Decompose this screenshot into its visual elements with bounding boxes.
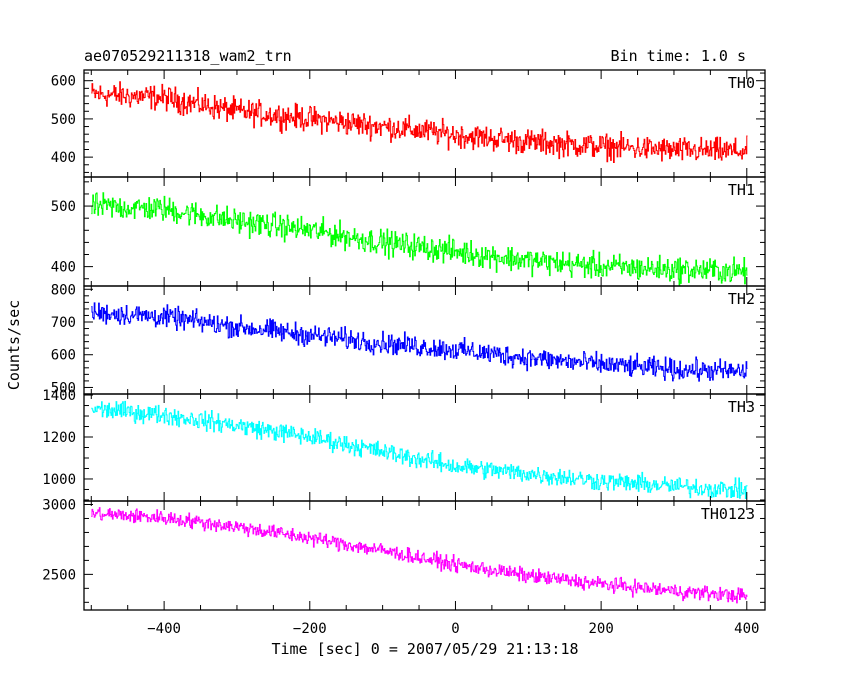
- x-tick-label: 0: [451, 621, 459, 637]
- x-tick-label: −400: [147, 621, 181, 637]
- x-tick-label: 200: [588, 621, 613, 637]
- y-tick-label: 500: [51, 380, 76, 396]
- y-tick-label: 3000: [42, 497, 76, 513]
- panel-stack: 400 500 600 TH0 400 500 TH1 500 600 700 800 TH2 1000…: [42, 69, 766, 611]
- panel-frame: [83, 500, 766, 611]
- y-tick-label: 800: [51, 282, 76, 298]
- series-line-th0123: [91, 507, 748, 604]
- series-label-th0123: TH0123: [701, 505, 755, 523]
- series-label-th1: TH1: [728, 181, 755, 199]
- panel-th0123: 2500 3000 TH0123: [42, 497, 766, 611]
- y-tick-label: 1200: [42, 430, 76, 446]
- y-tick-label: 1000: [42, 472, 76, 488]
- series-line-th3: [91, 400, 748, 500]
- series-line-th2: [91, 302, 748, 382]
- series-label-th3: TH3: [728, 398, 755, 416]
- series-line-th1: [91, 192, 748, 286]
- y-tick-label: 400: [51, 260, 76, 276]
- x-tick-label: 400: [734, 621, 759, 637]
- series-label-th2: TH2: [728, 290, 755, 308]
- y-tick-label: 600: [51, 348, 76, 364]
- panel-th1: 400 500 TH1: [51, 176, 766, 287]
- series-line-th0: [91, 81, 748, 163]
- bin-time-label: Bin time: 1.0 s: [611, 47, 746, 65]
- y-tick-label: 700: [51, 315, 76, 331]
- x-tick-label: −200: [293, 621, 327, 637]
- chart-title: ae070529211318_wam2_trn: [84, 47, 292, 65]
- panel-th3: 1000 1200 1400 TH3: [42, 388, 766, 502]
- y-tick-label: 500: [51, 112, 76, 128]
- panel-frame: [83, 393, 766, 502]
- series-label-th0: TH0: [728, 74, 755, 92]
- x-axis-ticks: −400 −200 0 200 400: [147, 621, 759, 637]
- y-tick-label: 400: [51, 150, 76, 166]
- panel-th0: 400 500 600 TH0: [51, 69, 766, 178]
- panel-th2: 500 600 700 800 TH2: [51, 282, 766, 396]
- y-tick-label: 500: [51, 199, 76, 215]
- y-tick-label: 2500: [42, 567, 76, 583]
- y-tick-label: 600: [51, 74, 76, 90]
- y-axis-label: Counts/sec: [5, 300, 23, 390]
- x-axis-label: Time [sec] 0 = 2007/05/29 21:13:18: [271, 640, 578, 658]
- y-tick-label: 1400: [42, 388, 76, 404]
